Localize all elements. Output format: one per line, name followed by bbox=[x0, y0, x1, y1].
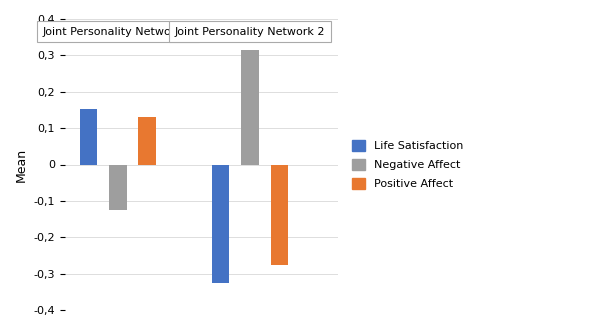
Text: Joint Personality Network 2: Joint Personality Network 2 bbox=[175, 27, 325, 37]
Bar bbox=[212, 165, 229, 283]
Bar bbox=[80, 109, 97, 165]
Legend: Life Satisfaction, Negative Affect, Positive Affect: Life Satisfaction, Negative Affect, Posi… bbox=[346, 134, 469, 195]
Bar bbox=[109, 165, 127, 210]
Text: Joint Personality Network 1: Joint Personality Network 1 bbox=[43, 27, 193, 37]
Bar bbox=[241, 50, 259, 165]
Bar bbox=[139, 117, 156, 165]
Y-axis label: Mean: Mean bbox=[15, 147, 28, 182]
Bar bbox=[271, 165, 288, 264]
